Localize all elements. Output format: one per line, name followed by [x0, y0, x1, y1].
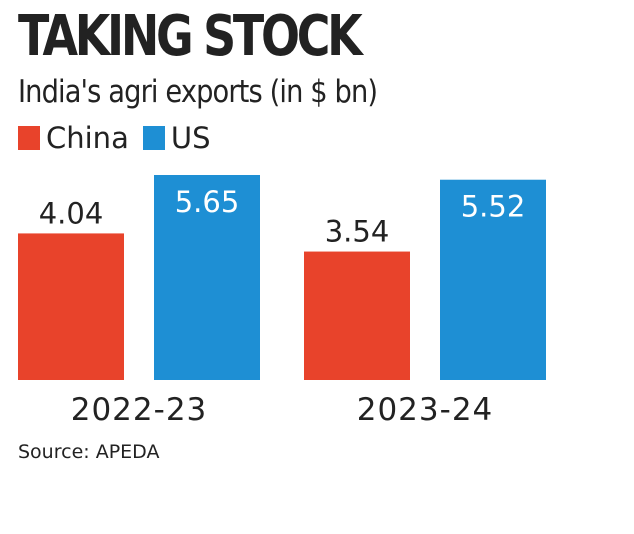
bar-us-2022-23	[154, 175, 260, 380]
bar-us-2023-24	[440, 179, 546, 380]
category-label-2022-23: 2022-23	[71, 392, 208, 428]
legend-label-china: China	[46, 121, 129, 155]
legend-swatch-us	[142, 126, 165, 150]
source-note: Source: APEDA	[18, 441, 160, 463]
value-label-china-2022-23: 4.04	[39, 196, 104, 230]
legend-swatch-china	[18, 126, 40, 150]
chart-subtitle: India's agri exports (in $ bn)	[18, 74, 378, 110]
legend: China US	[18, 120, 224, 156]
bar-china-2022-23	[18, 233, 124, 380]
value-label-us-2022-23: 5.65	[175, 185, 240, 219]
legend-label-us: US	[170, 121, 211, 155]
legend-item-china: China	[18, 120, 129, 156]
legend-item-us: US	[142, 120, 211, 156]
bar-china-2023-24	[304, 251, 410, 380]
chart-title: TAKING STOCK	[18, 4, 363, 69]
value-label-us-2023-24: 5.52	[461, 190, 526, 224]
value-label-china-2023-24: 3.54	[325, 215, 390, 249]
category-label-2023-24: 2023-24	[357, 392, 494, 428]
